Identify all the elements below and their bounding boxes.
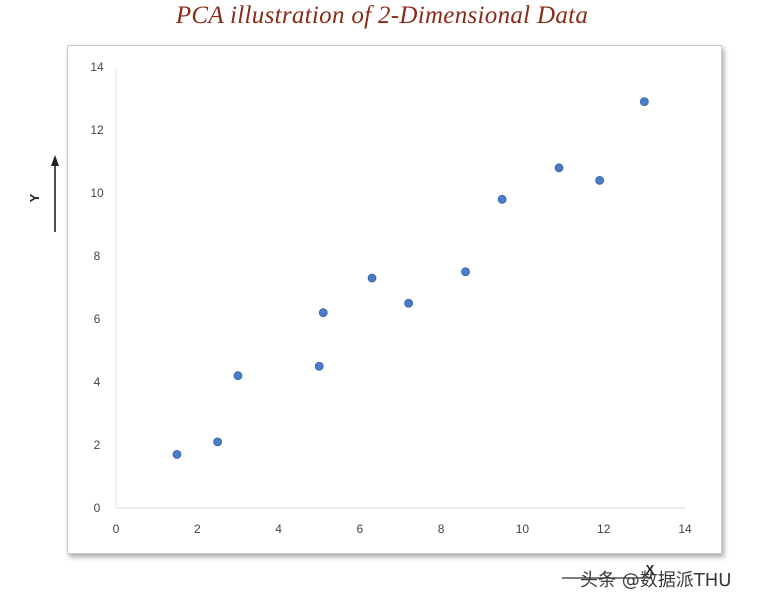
chart-title: PCA illustration of 2-Dimensional Data [175,2,589,29]
data-point [497,194,507,204]
data-point [213,437,223,447]
x-axis-label-group: X [562,562,655,579]
x-tick-label: 4 [275,522,282,536]
y-tick-label: 6 [94,312,101,326]
y-tick-label: 0 [94,501,101,515]
y-tick-label: 2 [94,438,101,452]
data-point [318,308,328,318]
watermark: 头条 @数据派THU [580,570,732,591]
data-point [554,163,564,173]
y-tick-label: 12 [90,123,104,137]
data-point [314,361,324,371]
data-point [639,97,649,107]
data-point [595,175,605,185]
y-axis-label-group: Y [27,155,59,232]
y-tick-label: 14 [90,60,104,74]
y-tick-label: 4 [94,375,101,389]
x-tick-label: 0 [113,522,120,536]
x-tick-label: 10 [516,522,530,536]
y-axis-arrowhead [51,155,59,166]
x-tick-labels: 0 2 4 6 8 10 12 14 [113,522,692,536]
data-point [233,371,243,381]
x-tick-label: 8 [438,522,445,536]
y-tick-labels: 0 2 4 6 8 10 12 14 [90,60,104,515]
y-tick-label: 8 [94,249,101,263]
x-tick-label: 6 [357,522,364,536]
data-point [367,273,377,283]
y-tick-label: 10 [90,186,104,200]
data-points [172,97,649,459]
data-point [172,450,182,459]
plot-frame [67,45,722,554]
x-tick-label: 2 [194,522,201,536]
x-tick-label: 14 [678,522,692,536]
data-point [404,298,414,308]
y-axis-label: Y [27,193,42,202]
data-point [461,267,470,277]
x-axis-label: X [646,562,655,577]
x-tick-label: 12 [597,522,611,536]
